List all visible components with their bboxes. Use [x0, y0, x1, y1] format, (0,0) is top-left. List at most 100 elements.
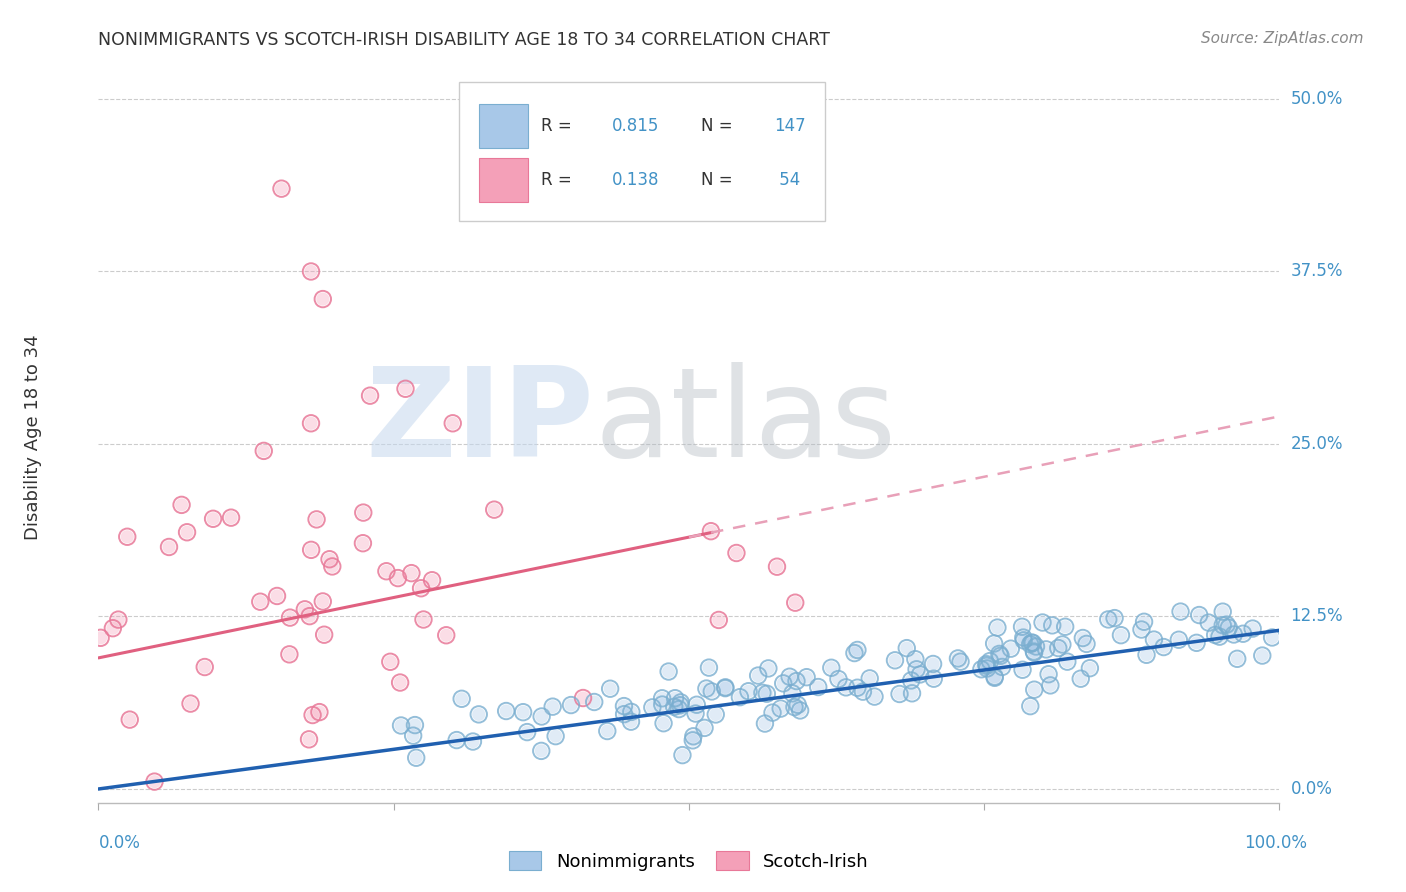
Point [176, 525, 198, 540]
Point [516, 725, 538, 739]
Point [117, 530, 139, 544]
Point [1130, 623, 1153, 637]
Point [863, 690, 886, 704]
Point [359, 389, 381, 403]
Point [889, 687, 911, 701]
Point [1143, 632, 1166, 647]
Point [468, 707, 491, 722]
Point [299, 542, 322, 557]
Point [827, 672, 849, 686]
Point [779, 670, 801, 684]
Point [1241, 622, 1264, 636]
Point [668, 702, 690, 716]
Point [101, 621, 124, 635]
Point [852, 684, 875, 698]
Point [827, 672, 849, 686]
Point [308, 705, 330, 719]
Point [389, 675, 412, 690]
Point [420, 573, 443, 587]
Point [658, 665, 681, 679]
Point [405, 750, 427, 764]
Point [714, 681, 737, 695]
Point [118, 713, 141, 727]
Point [405, 750, 427, 764]
Text: Disability Age 18 to 34: Disability Age 18 to 34 [24, 334, 42, 540]
Point [905, 662, 928, 676]
Point [651, 691, 673, 706]
Point [560, 698, 582, 712]
Point [1076, 637, 1098, 651]
Point [979, 654, 1001, 668]
Point [983, 670, 1005, 684]
Point [1019, 637, 1042, 651]
Text: R =: R = [541, 170, 578, 188]
Point [671, 748, 693, 763]
Point [157, 540, 180, 554]
Point [900, 673, 922, 688]
Point [1070, 672, 1092, 686]
Point [249, 595, 271, 609]
Point [321, 559, 343, 574]
Point [922, 657, 945, 671]
Point [1019, 699, 1042, 714]
Point [157, 540, 180, 554]
Point [394, 382, 416, 396]
Point [412, 613, 434, 627]
Point [1133, 615, 1156, 629]
Point [299, 264, 322, 278]
Point [352, 506, 374, 520]
Point [835, 681, 858, 695]
Point [747, 668, 769, 682]
Point [807, 680, 830, 694]
Point [266, 589, 288, 603]
Point [904, 652, 927, 666]
Point [401, 566, 423, 581]
Point [846, 643, 869, 657]
Point [270, 182, 292, 196]
Point [704, 707, 727, 722]
Point [266, 589, 288, 603]
Point [1000, 641, 1022, 656]
Point [682, 729, 704, 743]
Point [1021, 635, 1043, 649]
Point [1218, 621, 1240, 635]
Point [669, 695, 692, 709]
Point [1232, 626, 1254, 640]
Point [298, 732, 321, 747]
Point [970, 662, 993, 676]
Point [756, 661, 779, 675]
Point [512, 705, 534, 719]
Point [754, 716, 776, 731]
Point [641, 700, 664, 714]
Point [772, 676, 794, 690]
Point [766, 559, 789, 574]
Text: ZIP: ZIP [366, 362, 595, 483]
Point [682, 733, 704, 747]
Point [700, 684, 723, 698]
Point [1012, 633, 1035, 648]
Point [1208, 630, 1230, 644]
Point [695, 681, 717, 696]
Point [1185, 636, 1208, 650]
Text: 0.815: 0.815 [612, 117, 659, 136]
Point [560, 698, 582, 712]
Point [1241, 622, 1264, 636]
Point [704, 707, 727, 722]
Point [976, 658, 998, 673]
Point [461, 734, 484, 748]
Point [751, 686, 773, 700]
Point [404, 718, 426, 732]
Point [884, 653, 907, 667]
Point [1019, 699, 1042, 714]
Point [352, 506, 374, 520]
Point [495, 704, 517, 718]
Point [299, 542, 322, 557]
Point [1188, 608, 1211, 623]
Point [620, 705, 643, 719]
Point [107, 613, 129, 627]
Point [1011, 663, 1033, 677]
Point [299, 417, 322, 431]
Point [375, 564, 398, 578]
Point [1153, 640, 1175, 654]
Point [983, 671, 1005, 685]
